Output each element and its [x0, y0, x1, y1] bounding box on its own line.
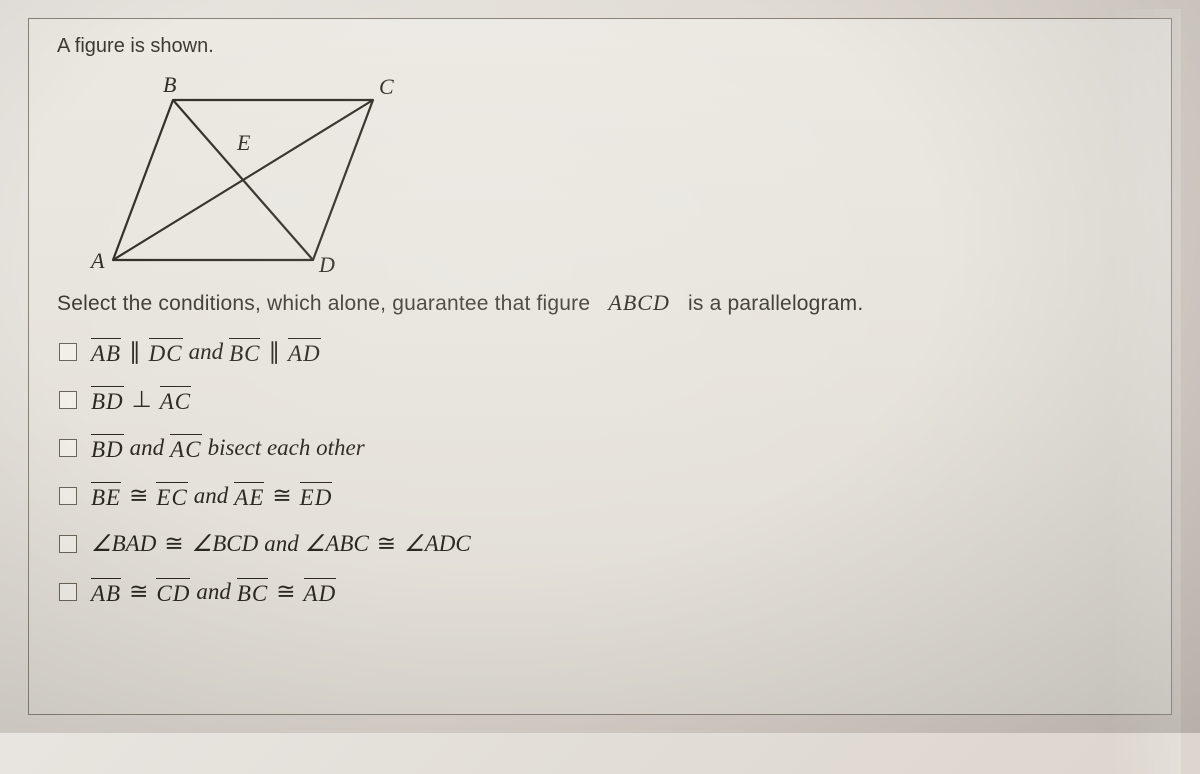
- label-D: D: [319, 252, 335, 278]
- segment-symbol: AB: [91, 578, 121, 607]
- segment-symbol: ED: [300, 482, 333, 511]
- intro-text: A figure is shown.: [57, 35, 1151, 58]
- option-row: AB∥DCandBC∥AD: [59, 330, 1151, 374]
- options-list: AB∥DCandBC∥ADBD⊥ACBDandACbisect each oth…: [59, 330, 1151, 614]
- angle-symbol: ∠BAD: [91, 531, 156, 557]
- operator-symbol: ≅: [270, 483, 293, 509]
- option-checkbox-4[interactable]: [59, 487, 77, 505]
- label-A: A: [91, 248, 104, 274]
- segment-symbol: EC: [156, 482, 187, 511]
- connective-word: and: [130, 435, 165, 461]
- parallelogram-svg: [85, 70, 405, 280]
- operator-symbol: ∥: [127, 339, 143, 365]
- segment-symbol: CD: [156, 578, 190, 607]
- option-row: BE≅ECandAE≅ED: [59, 474, 1151, 518]
- option-expression: AB≅CDandBC≅AD: [91, 578, 336, 607]
- label-E: E: [237, 130, 250, 156]
- connective-word: and: [189, 339, 224, 365]
- segment-symbol: BD: [91, 434, 124, 463]
- label-C: C: [379, 74, 394, 100]
- operator-symbol: ⊥: [130, 387, 154, 413]
- option-row: BDandAC bisect each other: [59, 426, 1151, 470]
- option-checkbox-3[interactable]: [59, 439, 77, 457]
- segment-symbol: AB: [91, 338, 121, 367]
- option-row: ∠BAD≅∠BCDand∠ABC≅∠ADC: [59, 522, 1151, 566]
- connective-word: and: [194, 483, 229, 509]
- connective-word: bisect each other: [208, 435, 365, 461]
- segment-symbol: BC: [229, 338, 260, 367]
- prompt-text: Select the conditions, which alone, guar…: [57, 290, 1151, 316]
- option-expression: BE≅ECandAE≅ED: [91, 482, 332, 511]
- segment-symbol: AD: [288, 338, 321, 367]
- segment-symbol: AE: [234, 482, 264, 511]
- segment-symbol: DC: [149, 338, 183, 367]
- operator-symbol: ≅: [274, 579, 297, 605]
- option-checkbox-6[interactable]: [59, 583, 77, 601]
- operator-symbol: ≅: [375, 531, 398, 557]
- angle-symbol: ∠ABC: [305, 531, 369, 557]
- segment-symbol: BC: [237, 578, 268, 607]
- option-checkbox-2[interactable]: [59, 391, 77, 409]
- segment-symbol: BD: [91, 386, 124, 415]
- option-expression: BD⊥AC: [91, 386, 191, 415]
- option-row: AB≅CDandBC≅AD: [59, 570, 1151, 614]
- segment-symbol: AD: [304, 578, 337, 607]
- segment-symbol: AC: [170, 434, 201, 463]
- angle-symbol: ∠BCD: [192, 531, 259, 557]
- option-expression: ∠BAD≅∠BCDand∠ABC≅∠ADC: [91, 531, 471, 557]
- question-card: A figure is shown. A B C D E Select the …: [28, 18, 1172, 715]
- option-checkbox-5[interactable]: [59, 535, 77, 553]
- segment-symbol: AC: [160, 386, 191, 415]
- operator-symbol: ≅: [162, 531, 185, 557]
- prompt-variable: ABCD: [608, 290, 669, 315]
- option-checkbox-1[interactable]: [59, 343, 77, 361]
- segment-symbol: BE: [91, 482, 121, 511]
- operator-symbol: ≅: [127, 579, 150, 605]
- prompt-prefix: Select the conditions, which alone, guar…: [57, 292, 590, 315]
- figure: A B C D E: [85, 70, 405, 280]
- option-expression: BDandAC bisect each other: [91, 434, 365, 463]
- option-row: BD⊥AC: [59, 378, 1151, 422]
- operator-symbol: ∥: [266, 339, 282, 365]
- connective-word: and: [196, 579, 231, 605]
- angle-symbol: ∠ADC: [404, 531, 471, 557]
- operator-symbol: ≅: [127, 483, 150, 509]
- option-expression: AB∥DCandBC∥AD: [91, 338, 321, 367]
- connective-word: and: [264, 531, 299, 557]
- prompt-suffix: is a parallelogram.: [688, 292, 863, 315]
- label-B: B: [163, 72, 176, 98]
